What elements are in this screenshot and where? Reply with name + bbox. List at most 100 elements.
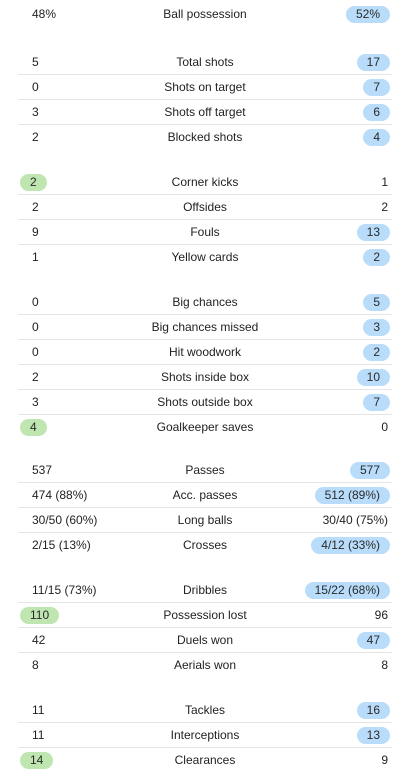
stat-group: 11 Tackles 16 11 Interceptions 13 14 Clearances… bbox=[18, 698, 392, 772]
stat-label: Big chances bbox=[172, 295, 238, 309]
away-value-highlight: 47 bbox=[356, 632, 390, 649]
away-value-cell: 13 bbox=[356, 220, 392, 244]
home-value-cell: 474 (88%) bbox=[18, 483, 97, 507]
stat-label: Hit woodwork bbox=[168, 345, 242, 359]
away-value-cell: 30/40 (75%) bbox=[313, 508, 392, 532]
home-value-cell: 1 bbox=[18, 245, 49, 269]
away-value: 9 bbox=[381, 753, 388, 767]
stat-group: 5 Total shots 17 0 Shots on target 7 3 Shots of… bbox=[18, 50, 392, 149]
stat-row: 2 Blocked shots 4 bbox=[18, 125, 392, 149]
stat-label: Big chances missed bbox=[151, 320, 259, 334]
stat-label: Passes bbox=[185, 463, 225, 477]
stat-group: 48% Ball possession 52% bbox=[18, 2, 392, 26]
stat-group: 537 Passes 577 474 (88%) Acc. passes 512 (89%… bbox=[18, 458, 392, 557]
away-value-cell: 7 bbox=[363, 75, 392, 99]
home-value: 8 bbox=[32, 658, 39, 672]
away-value-highlight: 4 bbox=[363, 129, 390, 146]
stat-row: 11 Interceptions 13 bbox=[18, 723, 392, 748]
home-value-cell: 11 bbox=[18, 723, 54, 747]
home-value-cell: 2 bbox=[18, 125, 49, 149]
away-value-cell: 1 bbox=[371, 170, 392, 194]
stat-label: Fouls bbox=[190, 225, 220, 239]
away-value-cell: 2 bbox=[363, 245, 392, 269]
stat-label: Blocked shots bbox=[167, 130, 243, 144]
home-value: 5 bbox=[32, 55, 39, 69]
stat-row: 0 Big chances 5 bbox=[18, 290, 392, 315]
home-value-cell: 8 bbox=[18, 653, 49, 677]
home-value-cell: 537 bbox=[18, 458, 62, 482]
home-value-cell: 9 bbox=[18, 220, 49, 244]
home-value: 0 bbox=[32, 320, 39, 334]
away-value-cell: 8 bbox=[371, 653, 392, 677]
away-value: 1 bbox=[381, 175, 388, 189]
stat-row: 474 (88%) Acc. passes 512 (89%) bbox=[18, 483, 392, 508]
away-value-cell: 2 bbox=[363, 340, 392, 364]
stat-row: 11 Tackles 16 bbox=[18, 698, 392, 723]
away-value-cell: 17 bbox=[356, 50, 392, 74]
home-value: 1 bbox=[32, 250, 39, 264]
home-value: 2 bbox=[32, 130, 39, 144]
away-value-cell: 4/12 (33%) bbox=[311, 533, 392, 557]
home-value: 11 bbox=[32, 703, 45, 717]
away-value-highlight: 577 bbox=[349, 462, 390, 479]
away-value-highlight: 17 bbox=[356, 54, 390, 71]
stat-label: Yellow cards bbox=[171, 250, 239, 264]
stat-group: 0 Big chances 5 0 Big chances missed 3 0 Hit wo… bbox=[18, 290, 392, 439]
stat-label: Aerials won bbox=[173, 658, 237, 672]
home-value-cell: 2 bbox=[18, 195, 49, 219]
stat-label: Ball possession bbox=[163, 7, 247, 21]
away-value-highlight: 16 bbox=[356, 702, 390, 719]
stat-label: Interceptions bbox=[170, 728, 240, 742]
away-value-cell: 47 bbox=[356, 628, 392, 652]
away-value-cell: 13 bbox=[356, 723, 392, 747]
stat-label: Total shots bbox=[176, 55, 234, 69]
home-value: 537 bbox=[32, 463, 53, 477]
home-value: 0 bbox=[32, 295, 39, 309]
away-value-cell: 96 bbox=[365, 603, 392, 627]
stat-label: Clearances bbox=[174, 753, 236, 767]
stat-row: 0 Hit woodwork 2 bbox=[18, 340, 392, 365]
stat-row: 11/15 (73%) Dribbles 15/22 (68%) bbox=[18, 578, 392, 603]
home-value-highlight: 110 bbox=[20, 607, 60, 624]
home-value: 2/15 (13%) bbox=[32, 538, 91, 552]
stat-row: 42 Duels won 47 bbox=[18, 628, 392, 653]
stat-row: 1 Yellow cards 2 bbox=[18, 245, 392, 269]
home-value-cell: 4 bbox=[18, 415, 47, 439]
away-value-cell: 9 bbox=[371, 748, 392, 772]
stat-label: Shots on target bbox=[164, 80, 246, 94]
stat-label: Duels won bbox=[176, 633, 234, 647]
away-value-highlight: 512 (89%) bbox=[314, 487, 390, 504]
home-value: 3 bbox=[32, 105, 39, 119]
away-value-highlight: 13 bbox=[356, 727, 390, 744]
away-value-cell: 6 bbox=[363, 100, 392, 124]
home-value-cell: 5 bbox=[18, 50, 49, 74]
home-value: 3 bbox=[32, 395, 39, 409]
home-value-highlight: 4 bbox=[20, 419, 47, 436]
away-value: 0 bbox=[381, 420, 388, 434]
stat-label: Corner kicks bbox=[171, 175, 239, 189]
stat-row: 4 Goalkeeper saves 0 bbox=[18, 415, 392, 439]
home-value: 2 bbox=[32, 200, 39, 214]
home-value: 474 (88%) bbox=[32, 488, 88, 502]
stat-row: 0 Big chances missed 3 bbox=[18, 315, 392, 340]
stat-group: 11/15 (73%) Dribbles 15/22 (68%) 110 Possess… bbox=[18, 578, 392, 677]
away-value-cell: 512 (89%) bbox=[314, 483, 392, 507]
away-value: 2 bbox=[381, 200, 388, 214]
stat-row: 9 Fouls 13 bbox=[18, 220, 392, 245]
home-value: 42 bbox=[32, 633, 46, 647]
stat-label: Long balls bbox=[177, 513, 233, 527]
away-value-highlight: 2 bbox=[363, 344, 390, 361]
home-value: 11 bbox=[32, 728, 45, 742]
home-value-cell: 2 bbox=[18, 170, 47, 194]
away-value-highlight: 6 bbox=[363, 104, 390, 121]
away-value-cell: 10 bbox=[356, 365, 392, 389]
away-value-cell: 577 bbox=[349, 458, 392, 482]
home-value: 11/15 (73%) bbox=[32, 583, 97, 597]
stat-row: 2 Corner kicks 1 bbox=[18, 170, 392, 195]
home-value-cell: 3 bbox=[18, 390, 49, 414]
stat-row: 3 Shots outside box 7 bbox=[18, 390, 392, 415]
stat-row: 5 Total shots 17 bbox=[18, 50, 392, 75]
stat-label: Tackles bbox=[184, 703, 225, 717]
home-value: 0 bbox=[32, 345, 39, 359]
stat-label: Goalkeeper saves bbox=[156, 420, 254, 434]
